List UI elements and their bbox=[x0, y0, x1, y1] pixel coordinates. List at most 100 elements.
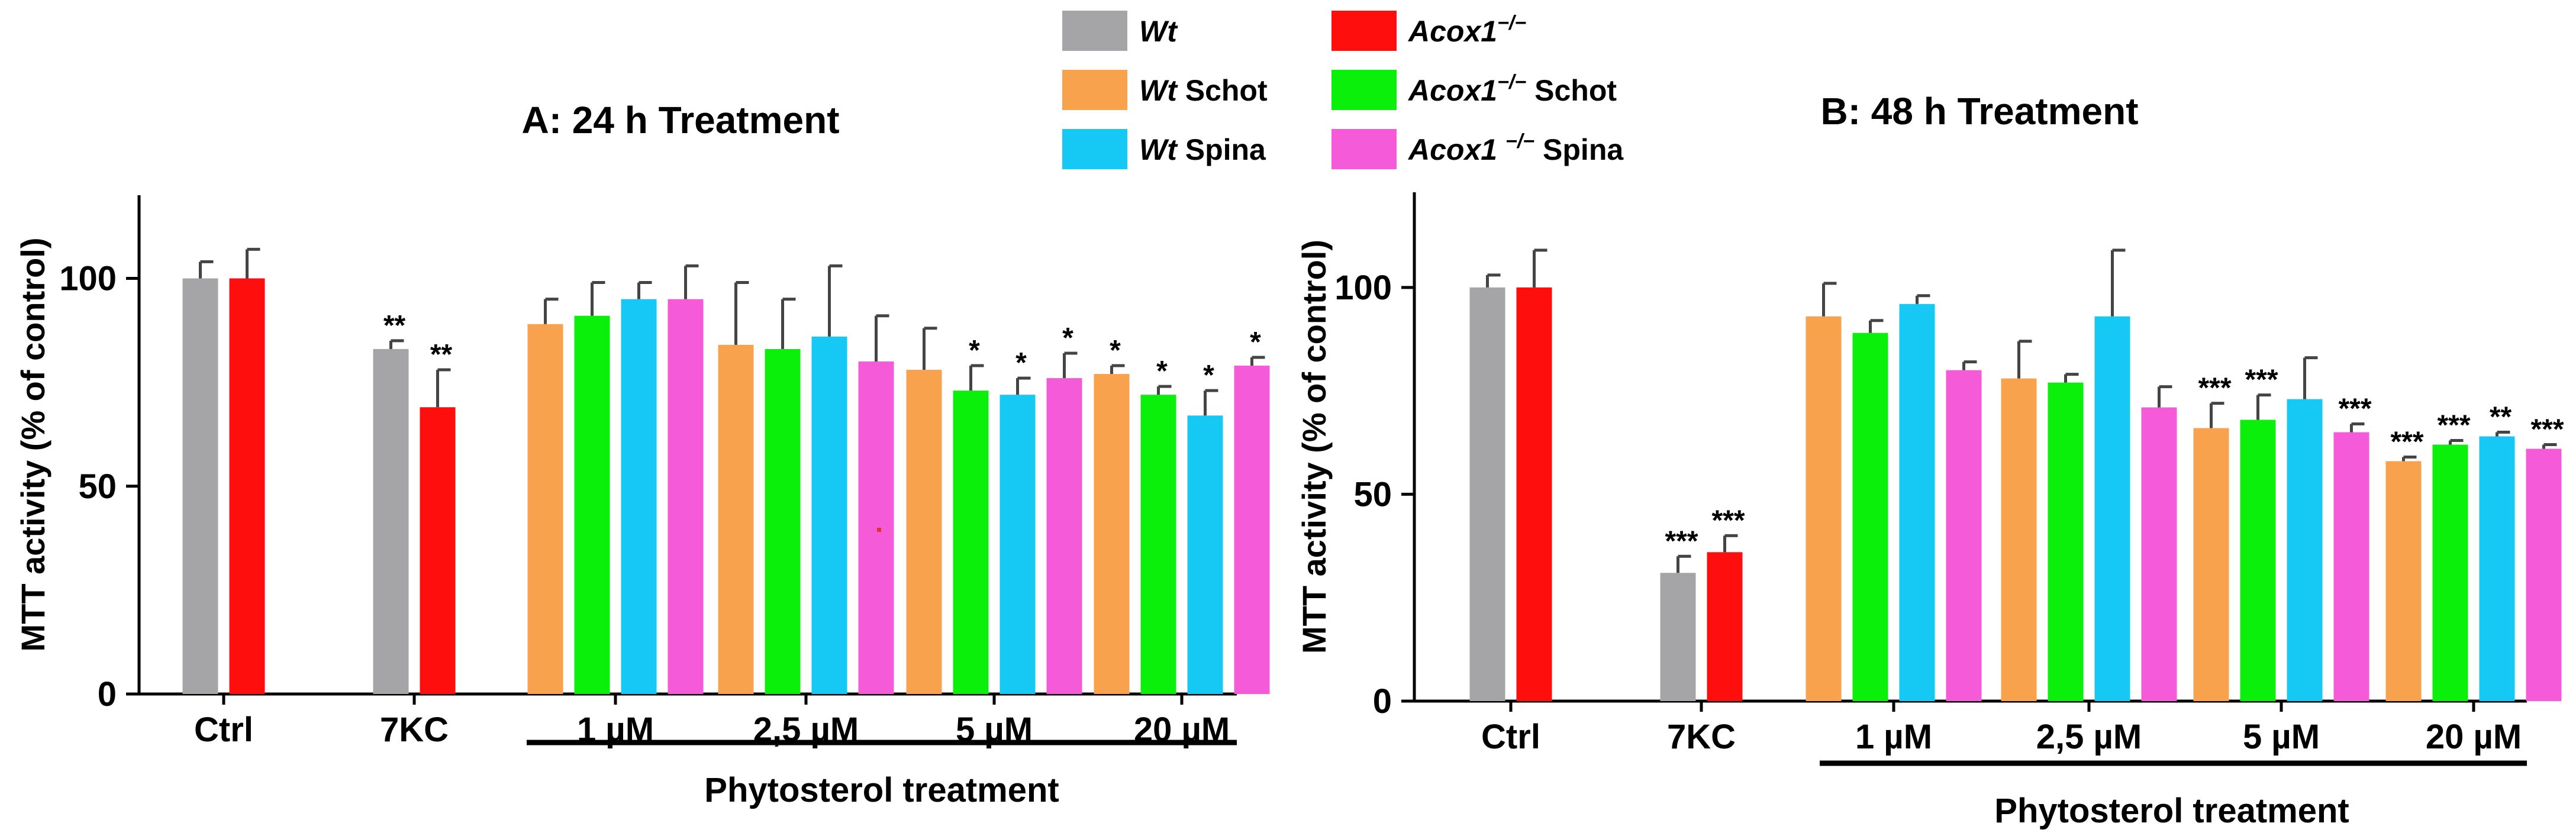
y-tick-label: 50 bbox=[78, 467, 117, 506]
x-tick-label: Ctrl bbox=[194, 711, 253, 749]
x-tick-label: 1 µM bbox=[1855, 718, 1932, 756]
significance-label: * bbox=[1110, 335, 1121, 366]
bar bbox=[2048, 382, 2084, 701]
bar bbox=[2094, 316, 2130, 701]
legend-label: Wt Spina bbox=[1139, 133, 1266, 166]
significance-label: *** bbox=[1711, 505, 1745, 536]
bar bbox=[1046, 378, 1082, 694]
x-tick-label: 20 µM bbox=[2426, 718, 2522, 756]
significance-label: * bbox=[1062, 322, 1073, 354]
legend-label-rest: Schot bbox=[1177, 74, 1268, 107]
bar bbox=[765, 348, 801, 694]
bar bbox=[1852, 333, 1888, 701]
treatment-bracket-label: Phytosterol treatment bbox=[1994, 792, 2349, 830]
legend-swatch bbox=[1062, 70, 1127, 110]
legend-label: Acox1 −/− Spina bbox=[1407, 130, 1624, 166]
legend-label-italic: Acox1 bbox=[1407, 15, 1497, 48]
chart-panel-b: B: 48 h Treatment MTT activity (% of cont… bbox=[1295, 90, 2564, 830]
bar bbox=[1140, 395, 1176, 694]
significance-label: * bbox=[969, 335, 980, 366]
bar bbox=[527, 324, 563, 694]
legend-label: Acox1−/− bbox=[1407, 12, 1526, 48]
bar bbox=[2001, 378, 2037, 701]
bar bbox=[718, 344, 754, 694]
legend-swatch bbox=[1331, 129, 1397, 169]
x-tick-label: 2,5 µM bbox=[2036, 718, 2142, 756]
bar bbox=[1707, 552, 1743, 701]
y-tick-label: 0 bbox=[98, 675, 117, 714]
bar bbox=[420, 407, 456, 694]
legend-label: Acox1−/− Schot bbox=[1407, 71, 1617, 107]
significance-label: *** bbox=[2437, 410, 2470, 441]
bar bbox=[2526, 448, 2562, 701]
y-axis-label: MTT activity (% of control) bbox=[1295, 240, 1333, 654]
bar bbox=[1094, 374, 1130, 694]
legend-swatch bbox=[1062, 129, 1127, 169]
bar bbox=[858, 361, 894, 694]
y-tick-label: 0 bbox=[1373, 682, 1392, 721]
stray-dot bbox=[877, 528, 881, 532]
significance-label: ** bbox=[2490, 402, 2512, 433]
legend-label-rest: Schot bbox=[1526, 74, 1617, 107]
bar bbox=[2193, 428, 2229, 701]
bar bbox=[953, 390, 989, 694]
bar bbox=[2333, 432, 2369, 701]
bar bbox=[1000, 395, 1036, 694]
significance-label: * bbox=[1203, 360, 1214, 391]
significance-label: *** bbox=[2530, 414, 2564, 446]
bar bbox=[1660, 573, 1696, 701]
legend-label-sup: −/− bbox=[1497, 12, 1526, 34]
x-tick-label: 5 µM bbox=[2243, 718, 2320, 756]
bar bbox=[574, 315, 610, 694]
bar bbox=[373, 348, 409, 694]
chart-title: B: 48 h Treatment bbox=[1820, 90, 2138, 133]
bar bbox=[2287, 399, 2323, 701]
legend-label-italic: Acox1 bbox=[1407, 74, 1497, 107]
bar bbox=[2385, 461, 2422, 701]
chart-title: A: 24 h Treatment bbox=[521, 99, 839, 141]
legend-label-italic: Wt bbox=[1139, 74, 1178, 107]
bar bbox=[1469, 287, 1505, 702]
bar bbox=[2479, 436, 2515, 701]
bar bbox=[229, 278, 265, 694]
legend-swatch bbox=[1331, 70, 1397, 110]
legend-label-italic: Wt bbox=[1139, 133, 1178, 166]
significance-label: ** bbox=[430, 339, 453, 370]
bar bbox=[182, 278, 218, 694]
significance-label: * bbox=[1156, 356, 1168, 387]
significance-label: * bbox=[1015, 347, 1027, 379]
bar bbox=[1187, 415, 1223, 694]
y-tick-label: 50 bbox=[1353, 475, 1392, 514]
significance-label: *** bbox=[2245, 364, 2278, 396]
bar bbox=[906, 370, 942, 694]
bar bbox=[1516, 287, 1552, 702]
legend-label-sup: −/− bbox=[1497, 71, 1526, 93]
y-tick-label: 100 bbox=[59, 260, 117, 298]
y-axis-label: MTT activity (% of control) bbox=[14, 238, 51, 652]
legend-label-rest: Spina bbox=[1534, 133, 1624, 166]
significance-label: *** bbox=[2390, 426, 2423, 457]
bar bbox=[1946, 370, 1982, 701]
legend-label-sup: −/− bbox=[1505, 130, 1534, 153]
x-tick-label: Ctrl bbox=[1481, 718, 1540, 756]
legend-swatch bbox=[1062, 11, 1127, 51]
legend-label-italic: Acox1 bbox=[1407, 133, 1505, 166]
legend-label: Wt bbox=[1139, 15, 1178, 48]
legend-swatch bbox=[1331, 11, 1397, 51]
bar bbox=[1806, 316, 1842, 701]
y-tick-label: 100 bbox=[1334, 269, 1392, 307]
bar bbox=[2240, 419, 2276, 701]
bar bbox=[621, 299, 657, 694]
significance-label: *** bbox=[2338, 393, 2371, 425]
bar bbox=[668, 299, 704, 694]
significance-label: ** bbox=[383, 310, 406, 341]
significance-label: *** bbox=[1665, 525, 1698, 557]
bar bbox=[1899, 304, 1935, 701]
legend-label: Wt Schot bbox=[1139, 74, 1268, 107]
treatment-bracket-label: Phytosterol treatment bbox=[704, 771, 1059, 809]
significance-label: * bbox=[1250, 327, 1261, 358]
x-tick-label: 7KC bbox=[1667, 718, 1736, 756]
bar bbox=[1234, 366, 1270, 694]
significance-label: *** bbox=[2198, 373, 2231, 404]
